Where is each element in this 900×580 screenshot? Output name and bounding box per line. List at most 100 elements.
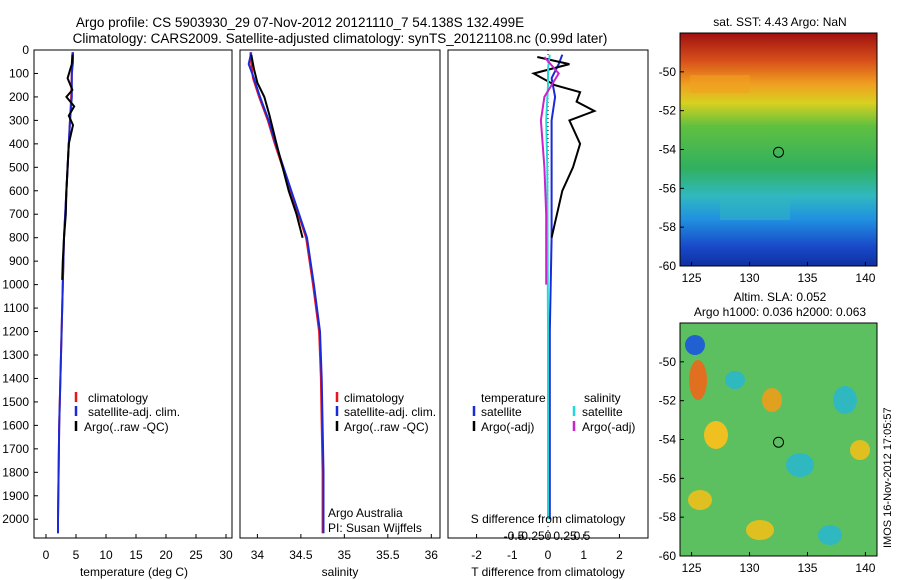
depth-tick-label: 1200 bbox=[2, 325, 29, 339]
lon-tick-label: 125 bbox=[682, 271, 702, 285]
sla-high-blob bbox=[746, 520, 774, 540]
depth-tick-label: 1700 bbox=[2, 442, 29, 456]
sla-map-panel: Altim. SLA: 0.052 Argo h1000: 0.036 h200… bbox=[659, 290, 878, 575]
legend-label-t-argo: Argo(-adj) bbox=[481, 420, 534, 434]
x-tick-label: 30 bbox=[219, 548, 233, 562]
sla-map-blobs bbox=[685, 335, 870, 545]
salinity-tick-labels: 34 34.5 35 35.5 36 bbox=[251, 534, 438, 562]
temperature-axes-box bbox=[33, 49, 233, 539]
lon-tick-label: 130 bbox=[740, 561, 760, 575]
lat-tick-label: -58 bbox=[659, 510, 677, 524]
depth-tick-label: 700 bbox=[9, 207, 29, 221]
sst-map-title: sat. SST: 4.43 Argo: NaN bbox=[713, 15, 846, 29]
sst-longitude-ticks: 125 130 135 140 bbox=[682, 262, 876, 285]
title-line-1: Argo profile: CS 5903930_29 07-Nov-2012 … bbox=[76, 15, 524, 30]
x-tick-label: 34 bbox=[251, 548, 265, 562]
depth-tick-label: 1400 bbox=[2, 371, 29, 385]
temperature-panel: 0100200300400500600700800900100011001200… bbox=[2, 43, 233, 579]
lon-tick-label: 135 bbox=[797, 271, 817, 285]
series-line-temperature-satellite bbox=[548, 54, 564, 520]
sst-map-panel: sat. SST: 4.43 Argo: NaN -50 -52 -54 -56 -58… bbox=[659, 15, 878, 285]
sst-map-field bbox=[680, 33, 877, 266]
lat-tick-label: -58 bbox=[659, 220, 677, 234]
legend-label-t-satellite: satellite bbox=[481, 405, 522, 419]
lon-tick-label: 130 bbox=[740, 271, 760, 285]
depth-tick-label: 1800 bbox=[2, 465, 29, 479]
side-stamp: IMOS 16-Nov-2012 17:05:57 bbox=[882, 407, 894, 548]
x-tick-label: 5 bbox=[73, 548, 80, 562]
temperature-axis-label: temperature (deg C) bbox=[80, 565, 188, 579]
salinity-legend: climatology satellite-adj. clim. Argo(..… bbox=[335, 391, 436, 434]
depth-tick-label: 2000 bbox=[2, 512, 29, 526]
legend-label-argo: Argo(..raw -QC) bbox=[344, 420, 429, 434]
sla-high-blob bbox=[689, 360, 707, 400]
depth-tick-label: 900 bbox=[9, 254, 29, 268]
difference-panel: -2 -1 0 1 2 -0.5-0.25 0 0.250.5 S difference f… bbox=[447, 49, 649, 579]
lat-tick-label: -60 bbox=[659, 549, 677, 563]
depth-tick-label: 1300 bbox=[2, 348, 29, 362]
depth-tick-label: 500 bbox=[9, 160, 29, 174]
depth-tick-labels: 0 100 200 300 400 500 600 700 800 900 1000 1100 1200… bbox=[2, 43, 38, 526]
series-line-argo-raw-qc bbox=[61, 54, 76, 280]
salinity-series bbox=[247, 52, 325, 534]
x-tick-label: 15 bbox=[129, 548, 143, 562]
s-difference-tick-labels: -0.5-0.25 0 0.250.5 bbox=[504, 529, 591, 543]
s-diff-tick-label: -0.25 bbox=[517, 529, 545, 543]
legend-label-climatology: climatology bbox=[344, 391, 404, 405]
lat-tick-label: -56 bbox=[659, 471, 677, 485]
lon-tick-label: 140 bbox=[855, 561, 875, 575]
depth-tick-label: 1100 bbox=[3, 301, 29, 315]
depth-tick-label: 100 bbox=[9, 66, 29, 80]
sla-high-blob bbox=[704, 421, 728, 449]
x-tick-label: 2 bbox=[616, 548, 623, 562]
legend-label-s-argo: Argo(-adj) bbox=[582, 420, 635, 434]
salinity-panel: 34 34.5 35 35.5 36 salinity climatology sate… bbox=[239, 49, 441, 579]
legend-title-salinity: salinity bbox=[584, 391, 621, 405]
sla-low-blob bbox=[833, 386, 857, 414]
x-tick-label: 35.5 bbox=[376, 548, 400, 562]
lat-tick-label: -50 bbox=[659, 65, 677, 79]
legend-label-satellite: satellite-adj. clim. bbox=[88, 405, 180, 419]
temperature-tick-labels: 0 5 10 15 20 25 30 bbox=[43, 534, 233, 562]
lat-tick-label: -50 bbox=[659, 355, 677, 369]
series-line-temperature-argo-adj bbox=[531, 56, 597, 238]
depth-tick-label: 0 bbox=[22, 43, 29, 57]
t-difference-label: T difference from climatology bbox=[471, 565, 625, 579]
lat-tick-label: -54 bbox=[659, 433, 677, 447]
sla-low-blob bbox=[685, 335, 705, 355]
t-difference-tick-labels: -2 -1 0 1 2 bbox=[471, 534, 623, 562]
sla-low-blob bbox=[818, 525, 842, 545]
argo-location-marker bbox=[773, 436, 784, 448]
legend-title-temperature: temperature bbox=[481, 391, 546, 405]
lon-tick-label: 135 bbox=[797, 561, 817, 575]
title-line-2: Climatology: CARS2009. Satellite-adjuste… bbox=[73, 31, 608, 46]
lat-tick-label: -60 bbox=[659, 259, 677, 273]
depth-tick-label: 600 bbox=[9, 184, 29, 198]
depth-tick-label: 400 bbox=[9, 137, 29, 151]
depth-tick-label: 1500 bbox=[2, 395, 29, 409]
lat-tick-label: -52 bbox=[659, 394, 677, 408]
difference-legend: temperature salinity satellite Argo(-adj… bbox=[472, 391, 635, 434]
sla-longitude-ticks: 125 130 135 140 bbox=[682, 552, 876, 575]
series-line-salinity-satellite bbox=[545, 54, 551, 520]
x-tick-label: 1 bbox=[580, 548, 587, 562]
lon-tick-label: 125 bbox=[682, 561, 702, 575]
lon-tick-label: 140 bbox=[855, 271, 875, 285]
x-tick-label: -1 bbox=[507, 548, 518, 562]
difference-series bbox=[531, 54, 597, 520]
sla-low-blob bbox=[786, 453, 814, 477]
s-diff-tick-label: 0.5 bbox=[574, 529, 591, 543]
argo-location-marker bbox=[773, 146, 784, 158]
depth-tick-label: 1900 bbox=[2, 489, 29, 503]
x-tick-label: 10 bbox=[99, 548, 113, 562]
s-diff-tick-label: -0.5 bbox=[504, 529, 525, 543]
series-line-salinity-argo-adj bbox=[539, 56, 560, 285]
s-difference-label: S difference from climatology bbox=[471, 512, 626, 526]
s-diff-tick-label: 0.25 bbox=[553, 529, 577, 543]
depth-tick-label: 200 bbox=[9, 90, 29, 104]
legend-label-climatology: climatology bbox=[88, 391, 148, 405]
series-line-satellite-adj-clim bbox=[247, 52, 325, 534]
sla-low-blob bbox=[725, 371, 745, 389]
float-owner-annotation: Argo Australia bbox=[328, 506, 403, 520]
